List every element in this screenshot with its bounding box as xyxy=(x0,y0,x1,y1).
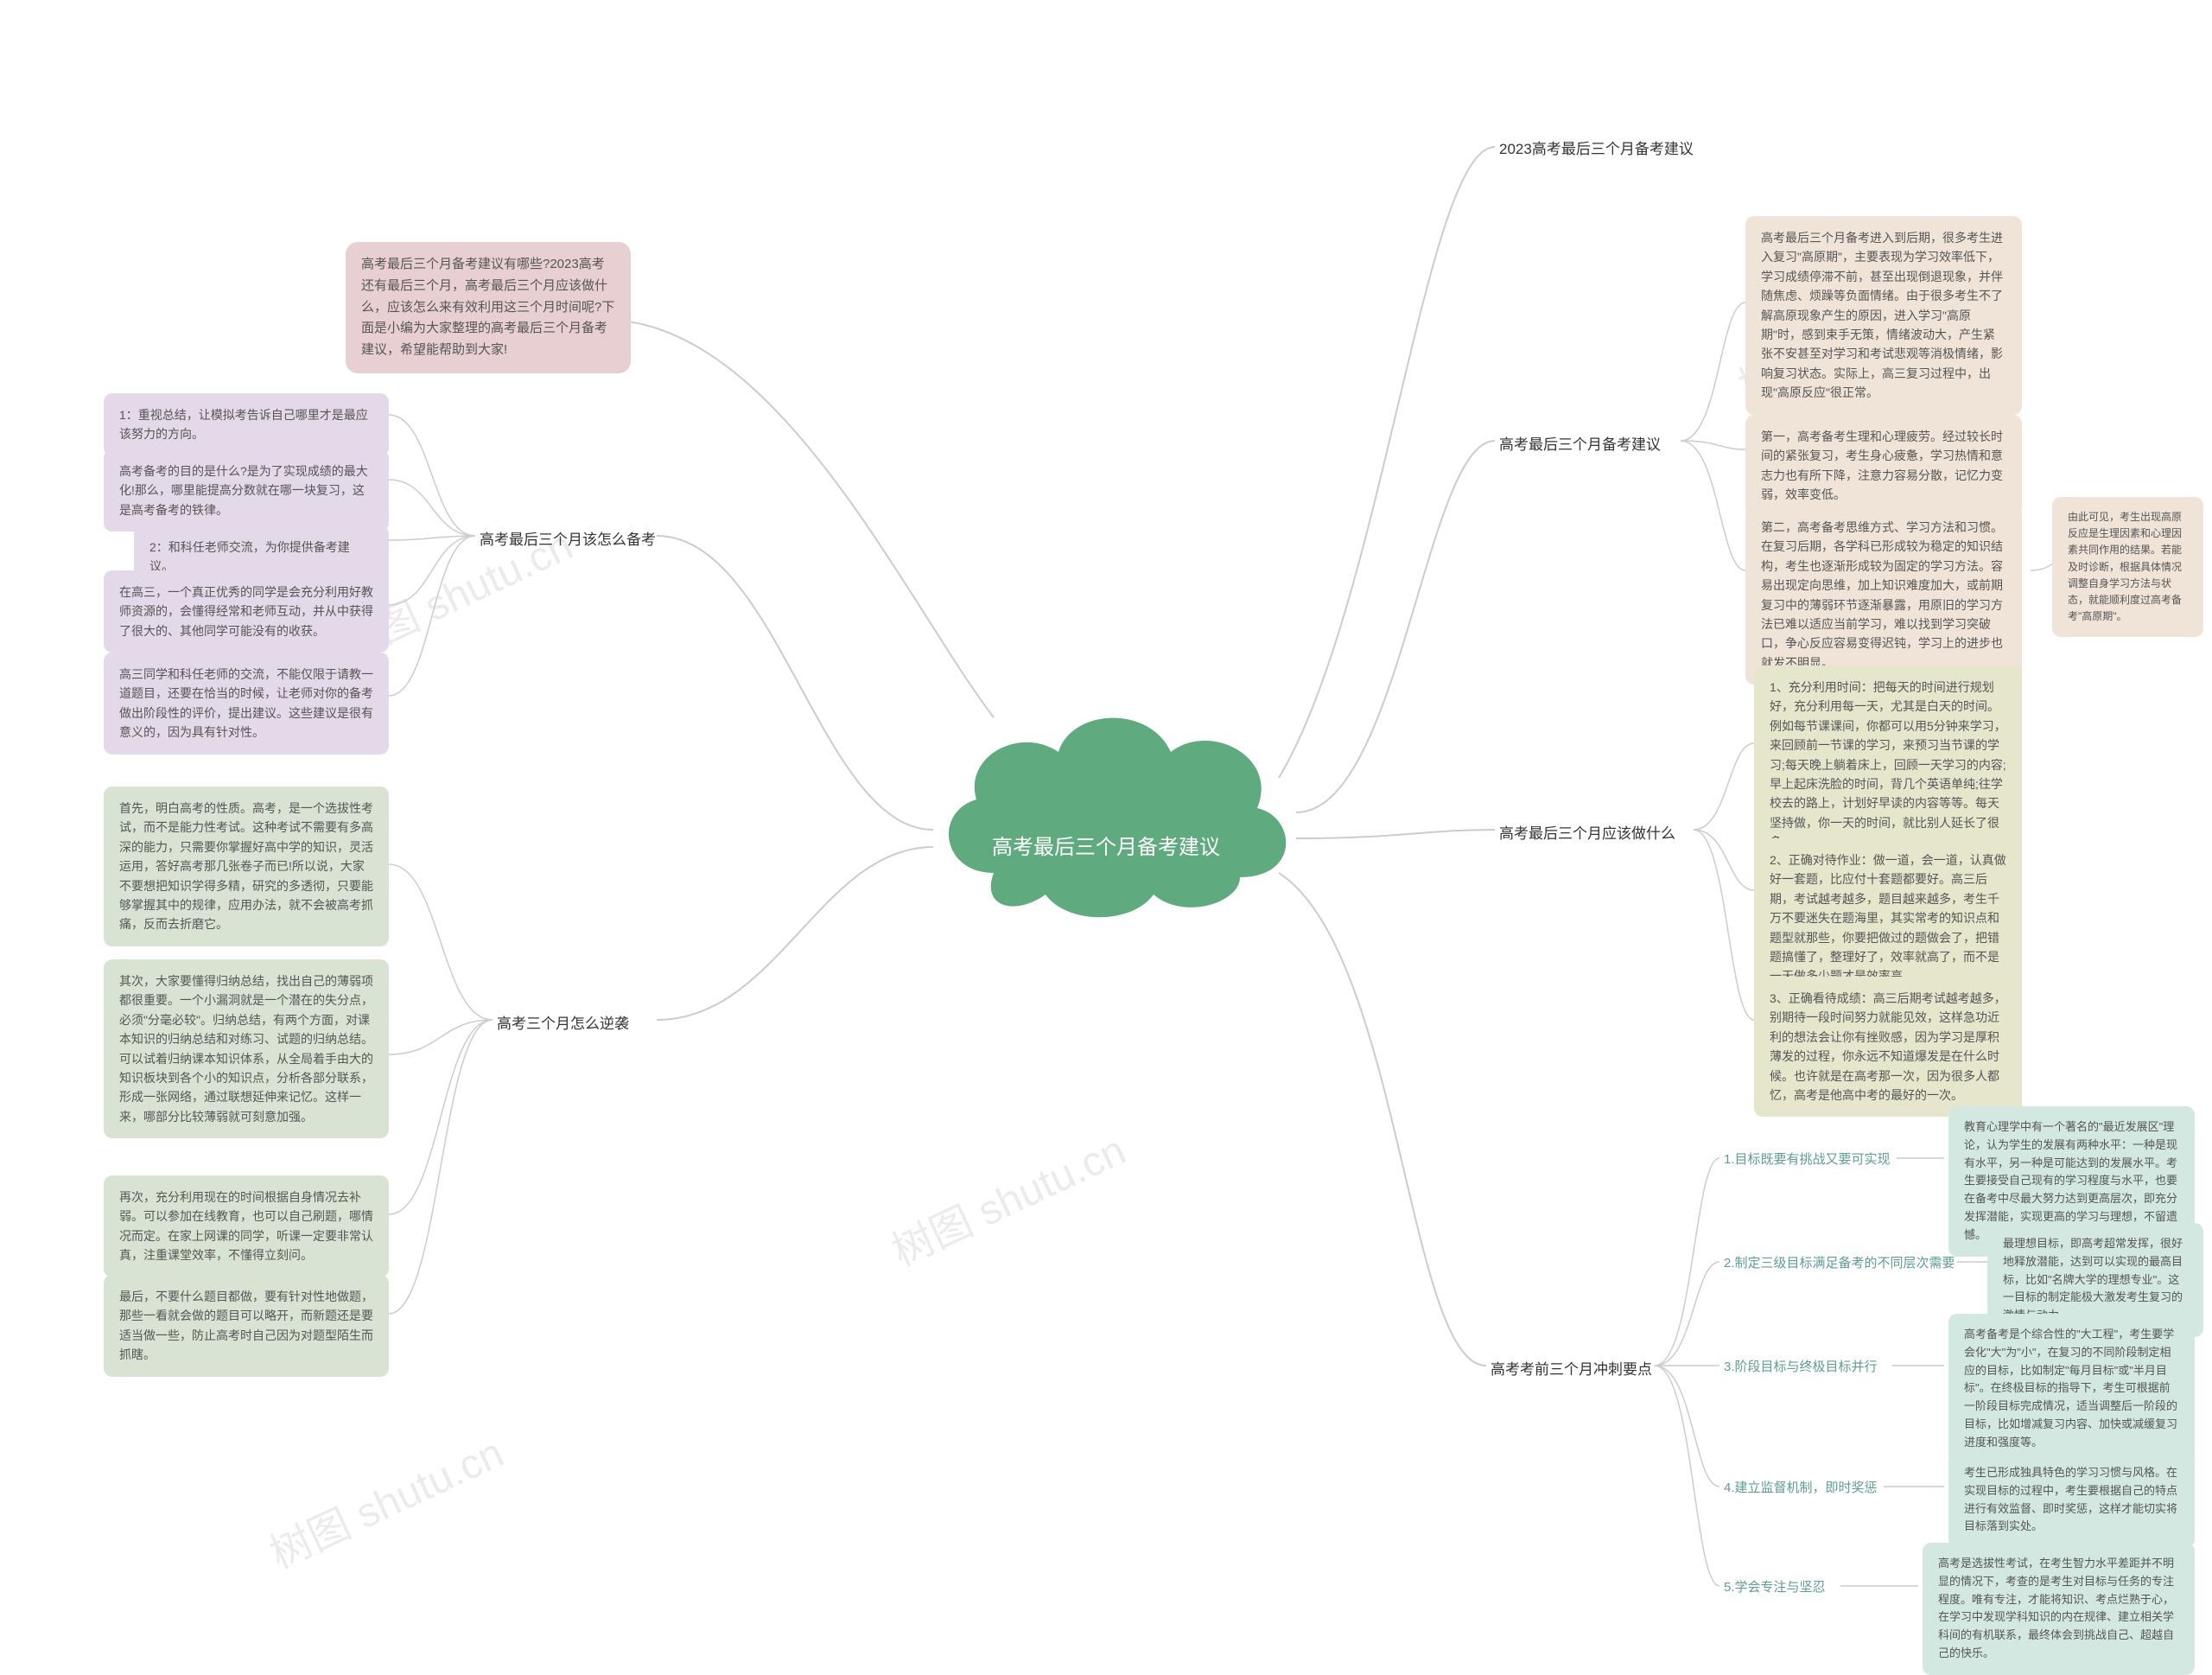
right-b3-i1-label: 1.目标既要有挑战又要可实现 xyxy=(1724,1150,1891,1168)
right-b3-i2-label: 2.制定三级目标满足备考的不同层次需要 xyxy=(1724,1253,1955,1271)
left-b1-n5: 高三同学和科任老师的交流，不能仅限于请教一道题目，还要在恰当的时候，让老师对你的… xyxy=(104,653,389,755)
right-b1-n2: 第一，高考备考生理和心理疲劳。经过较长时间的紧张复习，考生身心疲惫，学习热情和意… xyxy=(1745,415,2022,517)
left-b2-n1: 首先，明白高考的性质。高考，是一个选拔性考试，而不是能力性考试。这种考试不需要有… xyxy=(104,787,389,946)
left-b1-n2: 高考备考的目的是什么?是为了实现成绩的最大化!那么，哪里能提高分数就在哪一块复习… xyxy=(104,449,389,532)
left-b1-n1: 1：重视总结，让模拟考告诉自己哪里才是最应该努力的方向。 xyxy=(104,393,389,456)
right-b1-n3: 第二，高考备考思维方式、学习方法和习惯。在复习后期，各学科已形成较为稳定的知识结… xyxy=(1745,506,2022,685)
right-b3-i3-text: 高考备考是个综合性的"大工程"，考生要学会化"大"为"小"，在复习的不同阶段制定… xyxy=(1948,1314,2195,1464)
left-b2-n3: 再次，充分利用现在的时间根据自身情况去补弱。可以参加在线教育，也可以自己刷题，哪… xyxy=(104,1175,389,1277)
right-b1-n1: 高考最后三个月备考进入到后期，很多考生进入复习"高原期"，主要表现为学习效率低下… xyxy=(1745,216,2022,415)
right-b3-i5-text: 高考是选拔性考试，在考生智力水平差距并不明显的情况下，考查的是考生对目标与任务的… xyxy=(1923,1543,2195,1675)
left-b1-n4: 在高三，一个真正优秀的同学是会充分利用好教师资源的，会懂得经常和老师互动，并从中… xyxy=(104,570,389,653)
branch-left-2: 高考三个月怎么逆袭 xyxy=(497,1011,629,1033)
left-b2-n4: 最后，不要什么题目都做，要有针对性地做题，那些一看就会做的题目可以略开，而新题还… xyxy=(104,1275,389,1377)
right-b2-n2: 2、正确对待作业：做一道，会一道，认真做好一套题，比应付十套题都要好。高三后期，… xyxy=(1754,838,2022,998)
right-b2-n1: 1、充分利用时间：把每天的时间进行规划好，充分利用每一天，尤其是白天的时间。例如… xyxy=(1754,666,2022,864)
center-node-label: 高考最后三个月备考建议 xyxy=(950,830,1262,860)
right-b3-i3-label: 3.阶段目标与终极目标并行 xyxy=(1724,1357,1878,1375)
right-b3-i4-text: 考生已形成独具特色的学习习惯与风格。在实现目标的过程中，考生要根据自己的特点进行… xyxy=(1948,1452,2195,1548)
intro-node: 高考最后三个月备考建议有哪些?2023高考还有最后三个月，高考最后三个月应该做什… xyxy=(346,242,631,373)
center-node-cloud xyxy=(916,674,1296,933)
branch-right-3: 高考考前三个月冲刺要点 xyxy=(1491,1357,1652,1379)
branch-right-2: 高考最后三个月应该做什么 xyxy=(1499,821,1675,843)
right-b3-i4-label: 4.建立监督机制，即时奖惩 xyxy=(1724,1478,1878,1496)
watermark: 树图 shutu.cn xyxy=(880,1117,1134,1277)
right-top-label: 2023高考最后三个月备考建议 xyxy=(1499,137,1694,158)
right-b2-n3: 3、正确看待成绩：高三后期考试越考越多，别期待一段时间努力就能见效，这样急功近利… xyxy=(1754,977,2022,1117)
left-b2-n2: 其次，大家要懂得归纳总结，找出自己的薄弱项都很重要。一个小漏洞就是一个潜在的失分… xyxy=(104,959,389,1138)
branch-right-1: 高考最后三个月备考建议 xyxy=(1499,432,1661,454)
right-b3-i5-label: 5.学会专注与坚忍 xyxy=(1724,1577,1826,1595)
watermark: 树图 shutu.cn xyxy=(258,1419,512,1580)
branch-left-1: 高考最后三个月该怎么备考 xyxy=(480,527,656,549)
right-b1-side: 由此可见，考生出现高原反应是生理因素和心理因素共同作用的结果。若能及时诊断，根据… xyxy=(2052,497,2203,637)
